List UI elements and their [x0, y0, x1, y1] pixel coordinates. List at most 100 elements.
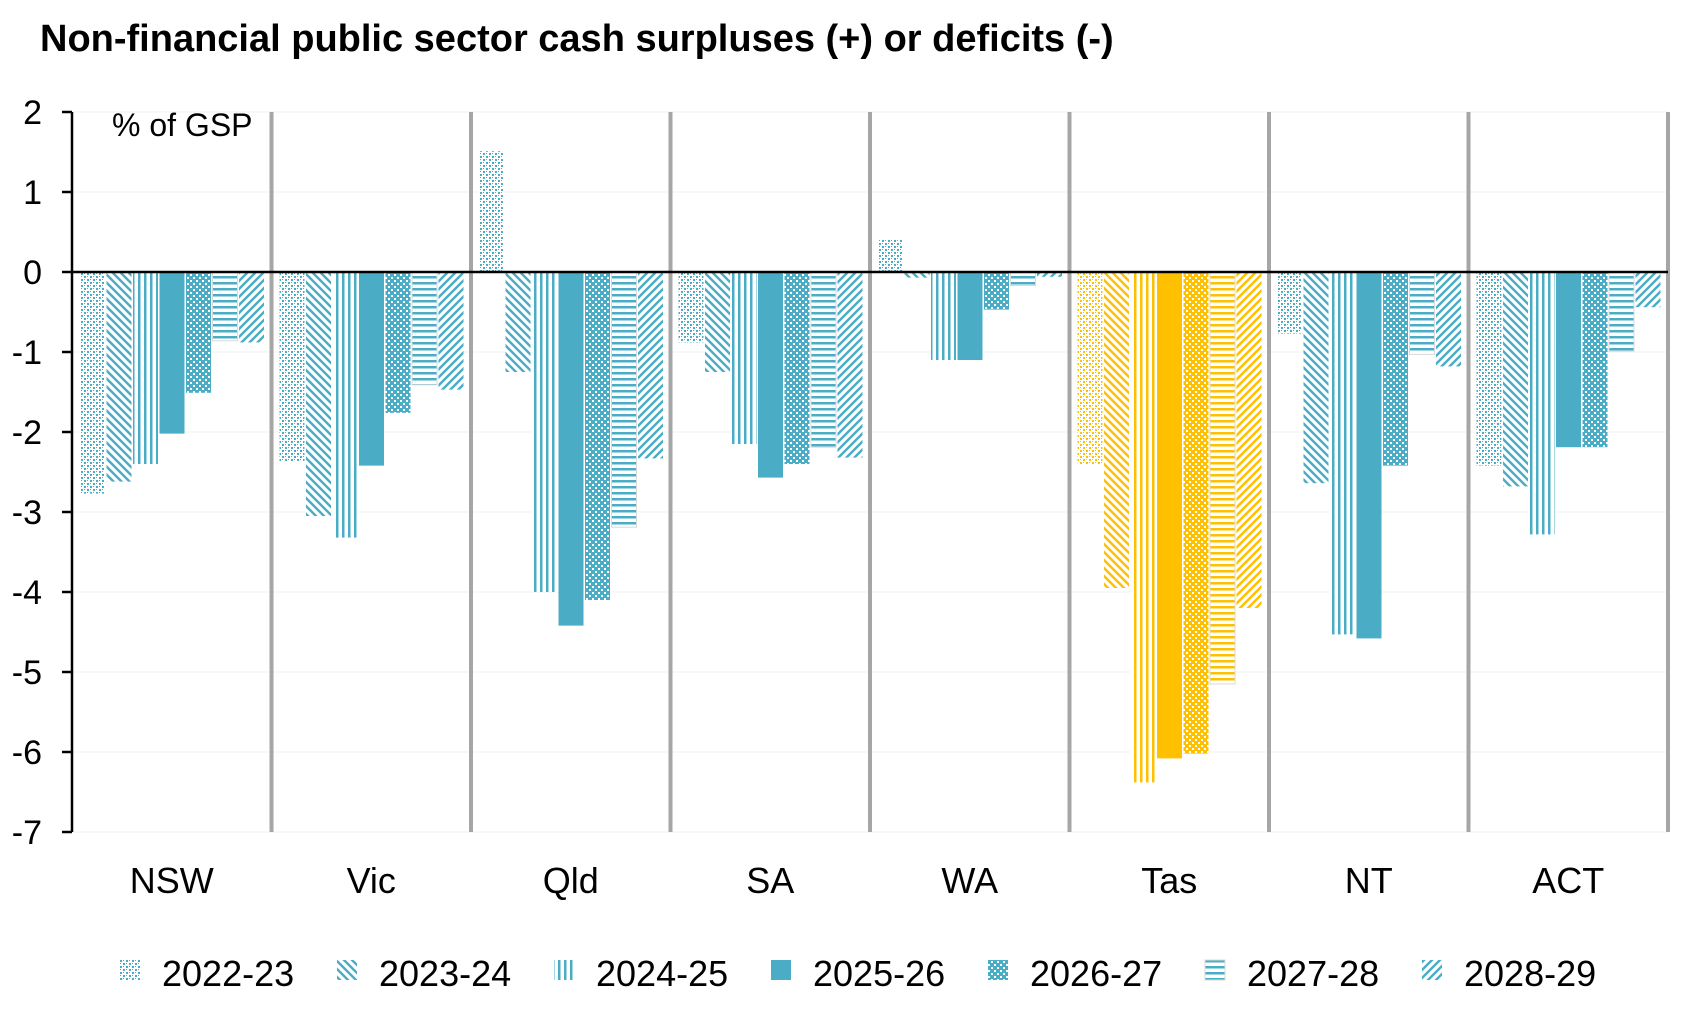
bar-act-2026-27 — [1582, 272, 1608, 448]
bar-vic-2024-25 — [332, 272, 358, 538]
bar-nsw-2027-28 — [212, 271, 238, 342]
bar-nt-2023-24 — [1303, 272, 1329, 484]
y-tick-label: -7 — [12, 814, 42, 852]
bar-wa-2027-28 — [1010, 271, 1036, 287]
bar-nt-2022-23 — [1277, 272, 1302, 334]
legend-label: 2022-23 — [162, 953, 294, 994]
bar-act-2028-29 — [1635, 272, 1661, 308]
bar-wa-2024-25 — [931, 272, 956, 360]
bar-nt-2024-25 — [1330, 272, 1355, 635]
bar-sa-2028-29 — [837, 272, 863, 458]
legend-item-2028-29: 2028-29 — [1422, 953, 1596, 994]
legend-label: 2026-27 — [1030, 953, 1162, 994]
legend-label: 2024-25 — [596, 953, 728, 994]
category-label-sa: SA — [746, 860, 794, 901]
bars — [80, 151, 1661, 783]
legend-item-2023-24: 2023-24 — [337, 953, 511, 994]
category-label-act: ACT — [1532, 860, 1604, 901]
bar-vic-2028-29 — [438, 272, 464, 390]
bar-wa-2022-23 — [878, 239, 903, 272]
bar-qld-2028-29 — [638, 272, 663, 459]
bar-wa-2025-26 — [957, 272, 983, 360]
y-unit-label: % of GSP — [112, 107, 253, 143]
legend-swatch — [554, 960, 574, 980]
category-labels: NSW Vic Qld SA WA Tas NT ACT — [130, 860, 1605, 901]
bar-vic-2023-24 — [306, 272, 331, 516]
bar-nsw-2024-25 — [133, 272, 158, 464]
category-label-nsw: NSW — [130, 860, 214, 901]
category-label-qld: Qld — [543, 860, 599, 901]
bar-nsw-2025-26 — [159, 272, 185, 434]
bar-tas-2026-27 — [1183, 272, 1209, 754]
bar-act-2025-26 — [1556, 272, 1581, 448]
bar-qld-2023-24 — [505, 272, 531, 372]
bar-wa-2026-27 — [984, 272, 1009, 310]
y-tick-label: -5 — [12, 654, 42, 692]
y-tick-label: -6 — [12, 734, 42, 772]
bar-vic-2025-26 — [359, 272, 384, 466]
y-tick-label: -1 — [12, 334, 42, 372]
bar-nt-2027-28 — [1409, 271, 1435, 355]
bar-tas-2025-26 — [1157, 272, 1182, 759]
legend-item-2022-23: 2022-23 — [120, 953, 294, 994]
bar-vic-2022-23 — [279, 272, 305, 462]
category-dividers — [269, 112, 1670, 832]
bar-act-2024-25 — [1529, 272, 1555, 535]
y-tick-label: 0 — [23, 254, 42, 292]
y-tick-label: 1 — [23, 174, 42, 212]
category-label-wa: WA — [941, 860, 998, 901]
bar-tas-2023-24 — [1104, 272, 1129, 588]
bar-wa-2023-24 — [904, 272, 930, 278]
y-tick-labels: 2 1 0 -1 -2 -3 -4 -5 -6 -7 — [12, 94, 42, 852]
y-tick-label: 2 — [23, 94, 42, 132]
legend-label: 2027-28 — [1247, 953, 1379, 994]
bar-sa-2024-25 — [731, 272, 757, 444]
legend-swatch — [1422, 960, 1442, 980]
y-tick-label: -2 — [12, 414, 42, 452]
legend-swatch — [120, 960, 140, 980]
bar-nt-2025-26 — [1356, 272, 1382, 639]
bar-vic-2027-28 — [411, 271, 438, 386]
bar-nsw-2028-29 — [239, 272, 264, 343]
axes — [62, 110, 1668, 834]
legend-item-2025-26: 2025-26 — [771, 953, 945, 994]
bar-sa-2022-23 — [678, 272, 704, 343]
legend-swatch — [1204, 959, 1226, 981]
chart-title: Non-financial public sector cash surplus… — [40, 18, 1114, 60]
y-tick-label: -4 — [12, 574, 42, 612]
legend-label: 2025-26 — [813, 953, 945, 994]
bar-act-2022-23 — [1476, 272, 1502, 466]
y-tick-label: -3 — [12, 494, 42, 532]
bar-qld-2027-28 — [611, 271, 637, 528]
legend-item-2026-27: 2026-27 — [988, 953, 1162, 994]
legend-label: 2028-29 — [1464, 953, 1596, 994]
bar-sa-2025-26 — [758, 272, 783, 478]
legend-swatch — [771, 960, 791, 980]
bar-sa-2023-24 — [705, 272, 730, 372]
bar-nsw-2023-24 — [106, 272, 132, 482]
bar-qld-2025-26 — [558, 272, 584, 626]
bar-qld-2022-23 — [479, 151, 504, 272]
bar-tas-2022-23 — [1077, 272, 1103, 465]
legend-label: 2023-24 — [379, 953, 511, 994]
legend-item-2024-25: 2024-25 — [554, 953, 728, 994]
bar-nsw-2026-27 — [186, 272, 211, 393]
category-label-tas: Tas — [1141, 860, 1197, 901]
bar-sa-2026-27 — [784, 272, 810, 464]
bar-nt-2026-27 — [1383, 272, 1408, 466]
legend: 2022-23 2023-24 2024-25 2025-26 2026-27 2027-… — [120, 953, 1596, 994]
bar-wa-2028-29 — [1037, 272, 1062, 277]
bar-act-2027-28 — [1608, 271, 1635, 352]
bar-sa-2027-28 — [810, 271, 837, 448]
bar-tas-2024-25 — [1130, 272, 1156, 783]
legend-swatch — [988, 960, 1008, 980]
bar-nt-2028-29 — [1436, 272, 1461, 367]
bar-act-2023-24 — [1503, 272, 1528, 487]
bar-tas-2027-28 — [1209, 271, 1236, 685]
legend-swatch — [337, 960, 357, 980]
bar-qld-2024-25 — [532, 272, 557, 592]
bar-tas-2028-29 — [1236, 272, 1262, 608]
category-label-nt: NT — [1345, 860, 1393, 901]
category-label-vic: Vic — [347, 860, 396, 901]
